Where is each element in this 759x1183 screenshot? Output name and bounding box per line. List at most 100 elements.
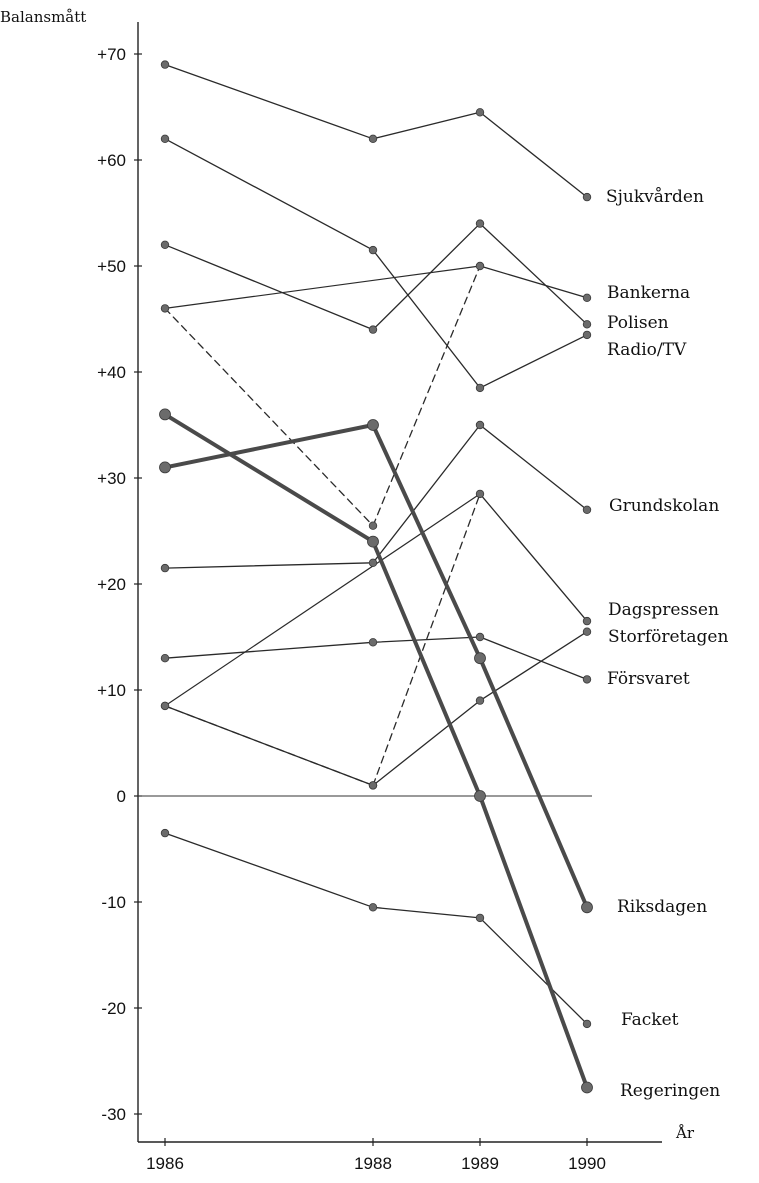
series-label: Riksdagen <box>617 897 707 917</box>
series-label: Bankerna <box>607 283 690 303</box>
series-line-segment <box>164 138 374 251</box>
data-point <box>368 558 378 567</box>
data-point <box>475 383 485 393</box>
x-tick-label: 1988 <box>354 1154 392 1173</box>
series-line-segment <box>164 705 374 787</box>
data-point <box>474 790 486 802</box>
y-tick-label: +60 <box>97 151 126 170</box>
series-label: Försvaret <box>607 669 690 689</box>
axes: +70 +60 +50 +40 +30 +20 +10 0 -10 -20 -30 1986 1988 1… <box>97 22 662 1173</box>
series-segment-extra <box>164 493 481 707</box>
x-tick-label: 1989 <box>461 1154 499 1173</box>
data-point <box>367 419 379 431</box>
series-line-segment <box>372 636 481 643</box>
series-line-segment <box>163 423 375 470</box>
series-line-segment <box>164 641 374 659</box>
series-label: Sjukvården <box>606 187 704 207</box>
data-point <box>475 913 485 923</box>
data-point <box>160 828 170 838</box>
series-label: Storföretagen <box>608 627 728 647</box>
series-line-segment <box>163 412 375 544</box>
series-line-segment <box>372 222 481 331</box>
series-line-segment <box>479 493 588 622</box>
series-line-segment <box>372 699 481 787</box>
series-line-segment <box>164 307 374 527</box>
x-tick-label: 1990 <box>568 1154 606 1173</box>
series-label: Regeringen <box>620 1081 720 1101</box>
data-point <box>582 505 592 514</box>
y-tick-label: +40 <box>97 363 126 382</box>
x-axis-title: År <box>675 1124 695 1142</box>
data-point <box>160 304 170 313</box>
series-line-segment <box>372 906 481 919</box>
series-labels: Sjukvården Bankerna Polisen Radio/TV Grundsk… <box>606 187 728 1101</box>
data-point <box>368 245 378 255</box>
data-point <box>581 1081 593 1094</box>
data-point <box>475 420 485 430</box>
series-lines <box>163 63 589 1090</box>
series-label: Grundskolan <box>609 496 719 516</box>
y-tick-label: -10 <box>101 893 126 912</box>
series-line-segment <box>372 111 481 140</box>
series-markers <box>159 60 593 1094</box>
data-point <box>368 638 378 647</box>
series-line-segment <box>479 917 588 1025</box>
y-tick-label: -20 <box>101 999 126 1018</box>
series-line-segment <box>164 63 374 140</box>
data-point <box>582 330 592 340</box>
data-point <box>582 320 592 329</box>
series-line-segment <box>479 222 588 325</box>
series-line-segment <box>479 111 588 198</box>
y-tick-label: +20 <box>97 575 126 594</box>
data-point <box>160 563 170 573</box>
data-point <box>368 903 378 912</box>
data-point <box>160 701 170 711</box>
y-tick-label: 0 <box>117 787 126 806</box>
y-tick-label: +70 <box>97 45 126 64</box>
y-tick-label: +50 <box>97 257 126 276</box>
data-point <box>368 325 378 334</box>
series-line-segment <box>479 636 588 681</box>
series-line-segment <box>479 424 588 511</box>
data-point <box>159 461 171 474</box>
data-point <box>475 632 485 642</box>
series-label: Dagspressen <box>608 600 719 620</box>
series-line-segment <box>479 631 588 702</box>
data-point <box>582 616 592 626</box>
data-point <box>475 219 485 228</box>
y-tick-label: +10 <box>97 681 126 700</box>
y-tick-label: +30 <box>97 469 126 488</box>
series-line-segment <box>372 424 481 564</box>
series-line-segment <box>479 265 588 299</box>
data-point <box>581 901 593 914</box>
data-point <box>160 654 170 663</box>
data-point <box>582 192 592 202</box>
data-point <box>475 108 485 117</box>
series-line-segment <box>164 562 374 569</box>
y-axis-title: Balansmått <box>0 8 86 26</box>
series-line-segment <box>478 794 589 1090</box>
data-point <box>582 1019 592 1029</box>
series-line-segment <box>371 423 482 661</box>
series-line-segment <box>164 244 374 331</box>
y-tick-label: -30 <box>101 1105 126 1124</box>
data-point <box>160 240 170 249</box>
data-point <box>475 696 485 705</box>
series-label: Radio/TV <box>607 340 687 360</box>
series-line-segment <box>164 832 374 908</box>
data-point <box>475 489 485 499</box>
data-point <box>160 60 170 69</box>
series-line-segment <box>372 249 481 389</box>
data-point <box>474 652 486 665</box>
series-line-segment <box>478 656 589 910</box>
data-point <box>582 675 592 684</box>
series-line-segment <box>371 539 482 798</box>
data-point <box>159 408 171 421</box>
series-label: Polisen <box>607 313 669 333</box>
data-point <box>368 781 378 790</box>
data-point <box>582 627 592 636</box>
data-point <box>367 535 379 548</box>
x-tick-label: 1986 <box>146 1154 184 1173</box>
data-point <box>582 293 592 302</box>
